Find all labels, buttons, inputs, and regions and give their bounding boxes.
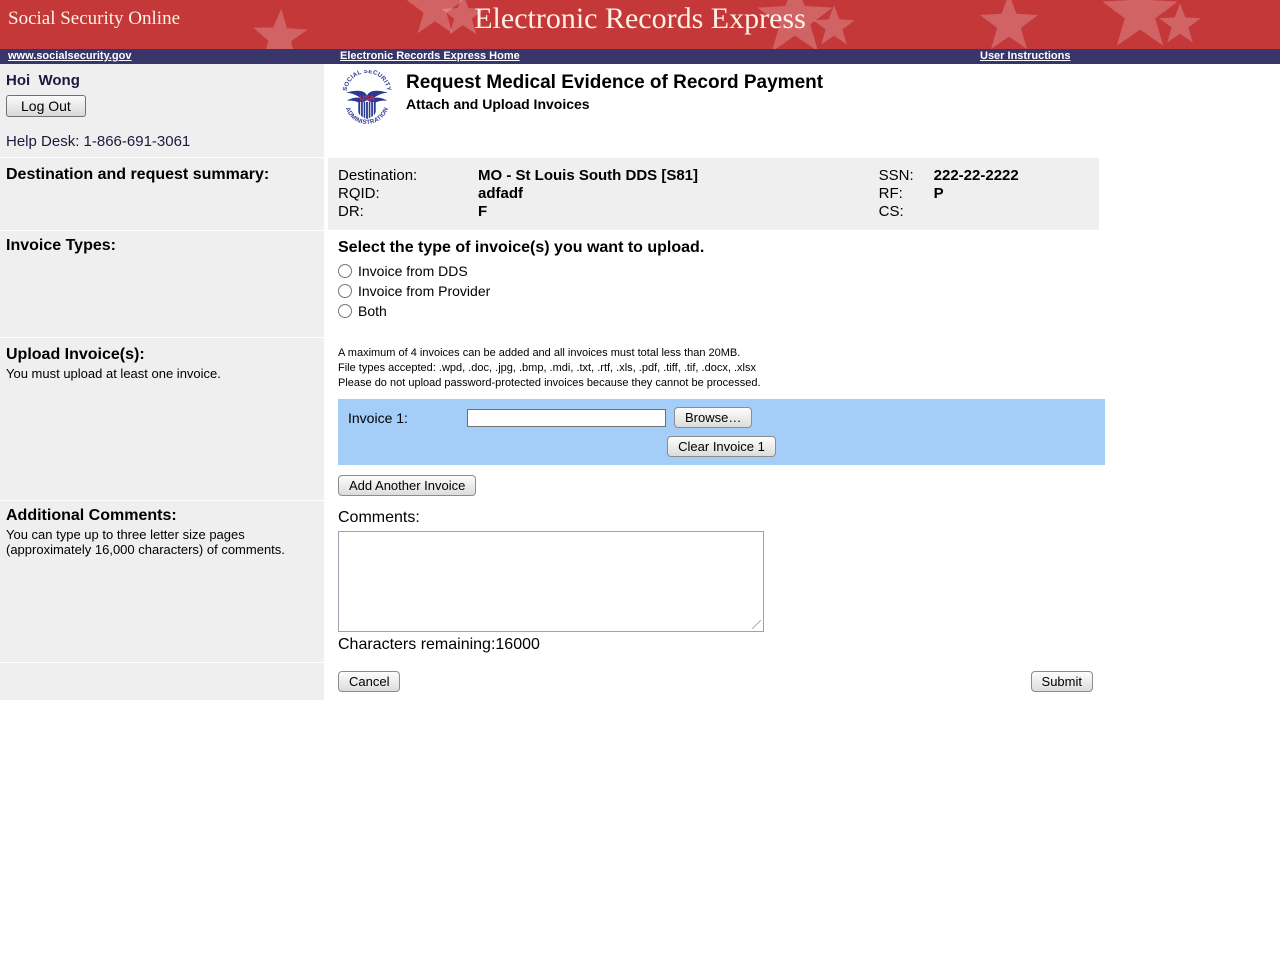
svg-text:SOCIAL SECURITY: SOCIAL SECURITY bbox=[342, 70, 392, 92]
svg-text:USA: USA bbox=[359, 94, 375, 103]
